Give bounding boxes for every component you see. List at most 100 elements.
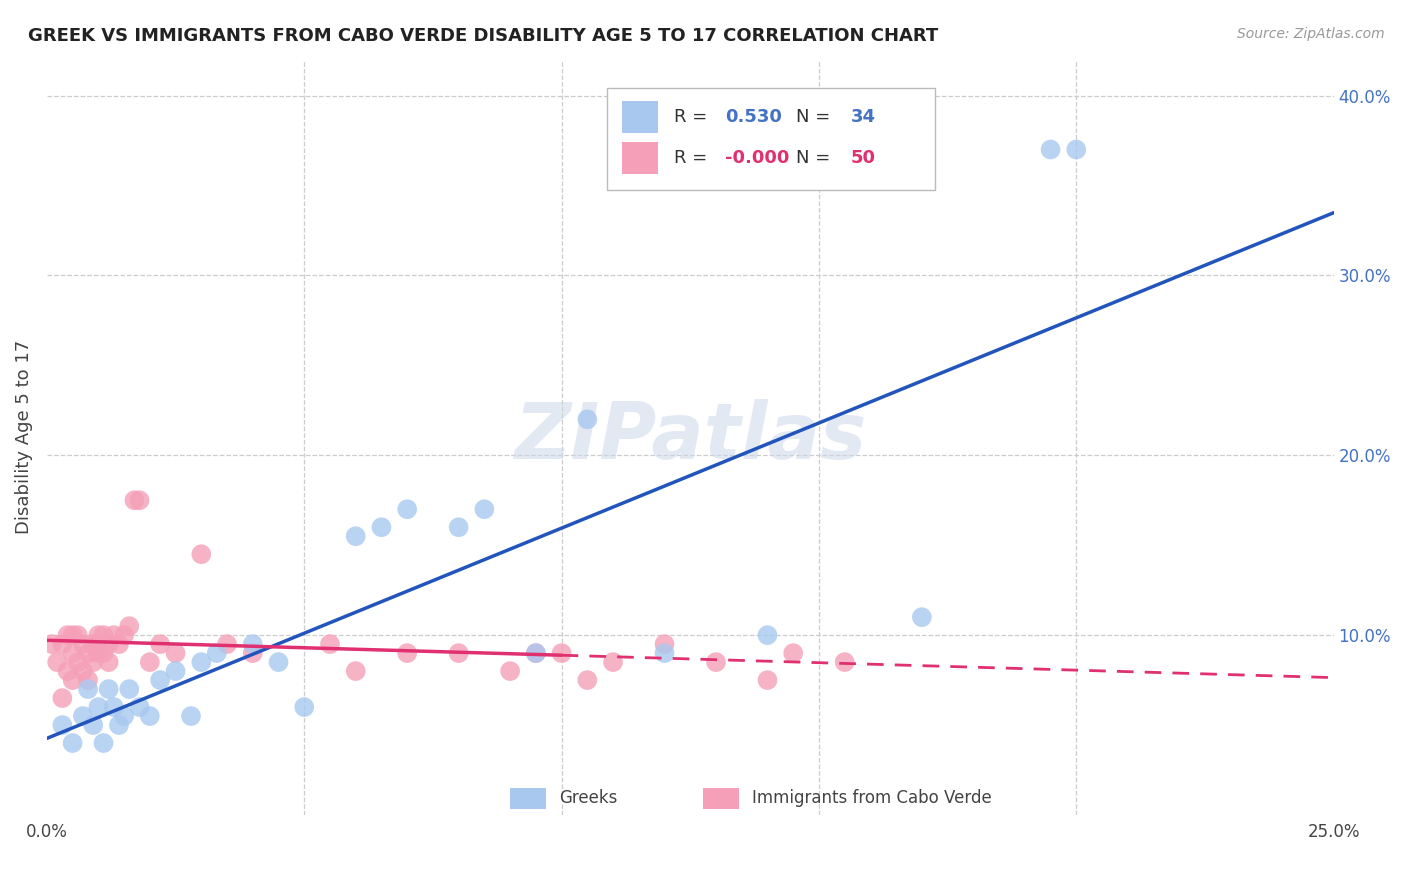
Point [128, 493, 150, 508]
Text: ZIPatlas: ZIPatlas [515, 400, 866, 475]
Point [46, 655, 69, 669]
Point [51, 718, 73, 732]
Point [128, 700, 150, 714]
Point [139, 655, 162, 669]
Bar [621, 142, 658, 174]
Point [108, 637, 131, 651]
Point [97, 637, 120, 651]
Text: R =: R = [673, 108, 713, 126]
Point [118, 682, 141, 697]
Text: 0.530: 0.530 [725, 108, 782, 126]
Point [242, 637, 264, 651]
Point [56, 664, 79, 678]
Point [82, 655, 104, 669]
Point [72, 709, 94, 723]
Point [93, 628, 115, 642]
Point [56, 628, 79, 642]
Point [576, 412, 599, 426]
Point [499, 664, 522, 678]
Point [149, 673, 172, 687]
Point [103, 628, 125, 642]
Text: Immigrants from Cabo Verde: Immigrants from Cabo Verde [752, 789, 991, 807]
Text: R =: R = [673, 149, 713, 167]
Point [93, 736, 115, 750]
Point [396, 502, 419, 516]
Point [62, 736, 84, 750]
Point [524, 646, 547, 660]
Bar [621, 101, 658, 133]
Point [576, 673, 599, 687]
Point [87, 637, 110, 651]
Point [205, 646, 228, 660]
Point [77, 646, 100, 660]
Bar [510, 788, 546, 809]
Point [267, 655, 290, 669]
Text: N =: N = [796, 108, 835, 126]
Point [344, 664, 367, 678]
Point [292, 700, 315, 714]
Point [447, 646, 470, 660]
Point [112, 628, 135, 642]
Point [756, 673, 779, 687]
Point [97, 655, 120, 669]
Point [72, 637, 94, 651]
Point [1039, 143, 1062, 157]
Point [103, 700, 125, 714]
Point [474, 502, 496, 516]
Point [149, 637, 172, 651]
Point [756, 628, 779, 642]
Point [62, 673, 84, 687]
Text: N =: N = [796, 149, 835, 167]
Point [124, 493, 146, 508]
Bar [703, 788, 740, 809]
Text: 50: 50 [851, 149, 876, 167]
Point [62, 646, 84, 660]
Point [215, 637, 238, 651]
Text: 34: 34 [851, 108, 876, 126]
Point [319, 637, 342, 651]
Point [180, 709, 202, 723]
Point [66, 655, 89, 669]
Point [97, 682, 120, 697]
Point [62, 628, 84, 642]
Point [77, 682, 100, 697]
Point [165, 646, 187, 660]
Y-axis label: Disability Age 5 to 17: Disability Age 5 to 17 [15, 340, 32, 534]
Text: GREEK VS IMMIGRANTS FROM CABO VERDE DISABILITY AGE 5 TO 17 CORRELATION CHART: GREEK VS IMMIGRANTS FROM CABO VERDE DISA… [28, 27, 938, 45]
Point [165, 664, 187, 678]
Text: Source: ZipAtlas.com: Source: ZipAtlas.com [1237, 27, 1385, 41]
Point [82, 718, 104, 732]
Point [1064, 143, 1087, 157]
Point [87, 646, 110, 660]
Point [396, 646, 419, 660]
Point [344, 529, 367, 543]
Point [66, 628, 89, 642]
Point [77, 673, 100, 687]
Point [524, 646, 547, 660]
Point [550, 646, 572, 660]
Point [654, 637, 676, 651]
Point [93, 646, 115, 660]
Text: Greeks: Greeks [560, 789, 617, 807]
Point [87, 700, 110, 714]
Text: -0.000: -0.000 [725, 149, 789, 167]
Point [834, 655, 856, 669]
Point [87, 628, 110, 642]
Point [82, 637, 104, 651]
Bar [606, 88, 935, 190]
Point [782, 646, 804, 660]
Point [118, 619, 141, 633]
Point [654, 646, 676, 660]
Point [41, 637, 63, 651]
Point [447, 520, 470, 534]
Point [242, 646, 264, 660]
Point [72, 664, 94, 678]
Point [112, 709, 135, 723]
Point [370, 520, 392, 534]
Point [704, 655, 727, 669]
Point [51, 637, 73, 651]
Point [190, 655, 212, 669]
Point [139, 709, 162, 723]
Point [108, 718, 131, 732]
Point [51, 691, 73, 706]
